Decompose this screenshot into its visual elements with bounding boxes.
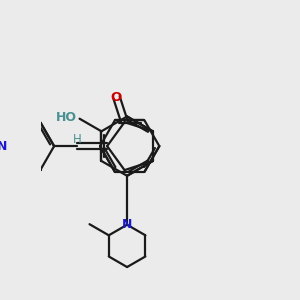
- Text: H: H: [72, 133, 81, 146]
- Text: HO: HO: [56, 111, 77, 124]
- Text: O: O: [111, 91, 122, 104]
- Text: N: N: [122, 218, 132, 231]
- Text: N: N: [0, 140, 7, 153]
